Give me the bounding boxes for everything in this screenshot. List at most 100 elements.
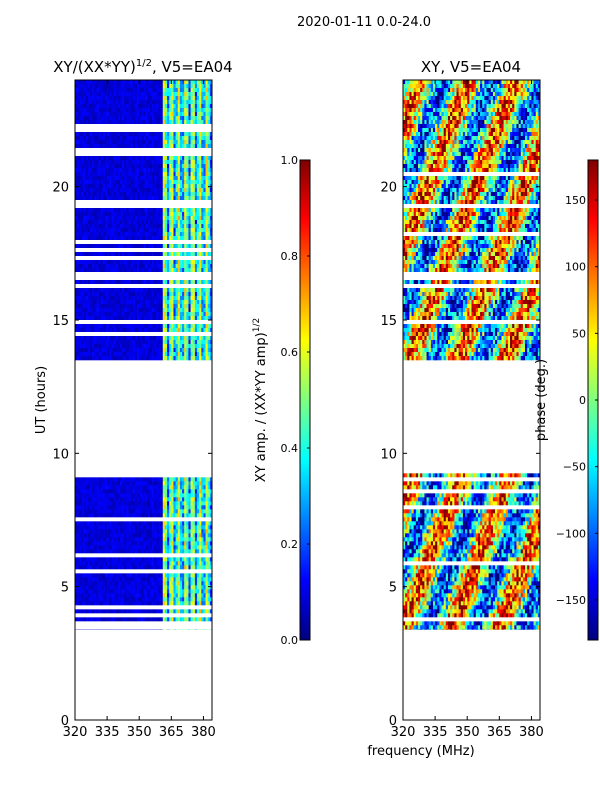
heatmap-cell: [167, 525, 170, 530]
heatmap-cell: [104, 513, 108, 518]
heatmap-cell: [137, 144, 140, 149]
heatmap-cell: [126, 88, 129, 93]
heatmap-cell: [83, 84, 87, 89]
heatmap-cell: [139, 236, 142, 241]
heatmap-cell: [160, 120, 164, 125]
heatmap-cell: [139, 521, 142, 526]
heatmap-cell: [199, 192, 202, 197]
heatmap-cell: [175, 144, 179, 149]
heatmap-cell: [147, 132, 151, 137]
heatmap-cell: [77, 593, 80, 598]
heatmap-cell: [89, 84, 93, 89]
heatmap-cell: [205, 108, 209, 113]
heatmap-cell: [188, 244, 191, 249]
heatmap-cell: [194, 112, 198, 117]
heatmap-cell: [111, 220, 114, 225]
heatmap-cell: [109, 80, 112, 85]
heatmap-cell: [160, 292, 164, 297]
heatmap-cell: [158, 196, 161, 201]
heatmap-cell: [124, 557, 127, 562]
heatmap-cell: [147, 601, 151, 606]
heatmap-cell: [77, 300, 80, 305]
heatmap-cell: [124, 493, 127, 498]
heatmap-cell: [128, 288, 131, 293]
heatmap-cell: [164, 244, 168, 249]
heatmap-cell: [169, 144, 172, 149]
heatmap-cell: [119, 597, 123, 602]
heatmap-cell: [98, 505, 101, 510]
heatmap-cell: [126, 308, 129, 313]
heatmap-cell: [171, 304, 174, 309]
heatmap-cell: [75, 481, 78, 486]
heatmap-cell: [149, 529, 153, 534]
heatmap-cell: [192, 585, 196, 590]
heatmap-cell: [92, 557, 95, 562]
heatmap-cell: [156, 144, 159, 149]
heatmap-cell: [186, 565, 189, 570]
heatmap-cell: [89, 180, 93, 185]
heatmap-cell: [190, 244, 194, 249]
heatmap-cell: [77, 184, 80, 189]
heatmap-cell: [182, 144, 185, 149]
heatmap-cell: [177, 288, 181, 293]
heatmap-cell: [132, 92, 136, 97]
heatmap-cell: [113, 537, 116, 542]
heatmap-cell: [164, 521, 168, 526]
heatmap-cell: [85, 292, 89, 297]
heatmap-cell: [197, 220, 200, 225]
heatmap-cell: [171, 160, 174, 165]
heatmap-cell: [98, 84, 101, 89]
heatmap-cell: [145, 96, 149, 101]
heatmap-cell: [94, 260, 97, 265]
heatmap-cell: [145, 188, 149, 193]
heatmap-cell: [149, 581, 153, 586]
heatmap-cell: [167, 529, 170, 534]
heatmap-cell: [87, 304, 91, 309]
heatmap-cell: [156, 184, 159, 189]
heatmap-cell: [171, 220, 174, 225]
heatmap-cell: [83, 593, 87, 598]
heatmap-cell: [83, 561, 87, 566]
heatmap-cell: [141, 561, 144, 566]
heatmap-cell: [98, 296, 101, 301]
heatmap-cell: [147, 561, 151, 566]
heatmap-cell: [143, 156, 146, 161]
heatmap-cell: [149, 216, 153, 221]
heatmap-cell: [109, 597, 112, 602]
heatmap-cell: [75, 300, 78, 305]
heatmap-cell: [197, 609, 200, 614]
heatmap-cell: [156, 88, 159, 93]
heatmap-cell: [147, 108, 151, 113]
heatmap-cell: [190, 609, 194, 614]
heatmap-cell: [119, 244, 123, 249]
heatmap-cell: [122, 477, 125, 482]
heatmap-cell: [122, 565, 125, 570]
heatmap-cell: [119, 296, 123, 301]
heatmap-cell: [201, 501, 204, 506]
heatmap-cell: [147, 88, 151, 93]
heatmap-cell: [179, 485, 183, 490]
heatmap-cell: [92, 80, 95, 85]
heatmap-cell: [77, 525, 80, 530]
heatmap-cell: [132, 593, 136, 598]
heatmap-cell: [182, 220, 185, 225]
heatmap-cell: [126, 485, 129, 490]
heatmap-cell: [179, 521, 183, 526]
heatmap-cell: [139, 501, 142, 506]
heatmap-cell: [209, 184, 212, 189]
heatmap-cell: [132, 140, 136, 145]
heatmap-cell: [117, 108, 121, 113]
heatmap-cell: [134, 108, 138, 113]
heatmap-cell: [126, 589, 129, 594]
heatmap-cell: [147, 537, 151, 542]
heatmap-cell: [94, 80, 97, 85]
heatmap-cell: [83, 537, 87, 542]
heatmap-cell: [113, 220, 116, 225]
heatmap-cell: [130, 264, 134, 269]
heatmap-cell: [122, 593, 125, 598]
heatmap-cell: [124, 80, 127, 85]
heatmap-cell: [134, 292, 138, 297]
heatmap-cell: [81, 184, 84, 189]
heatmap-cell: [87, 188, 91, 193]
heatmap-cell: [167, 220, 170, 225]
